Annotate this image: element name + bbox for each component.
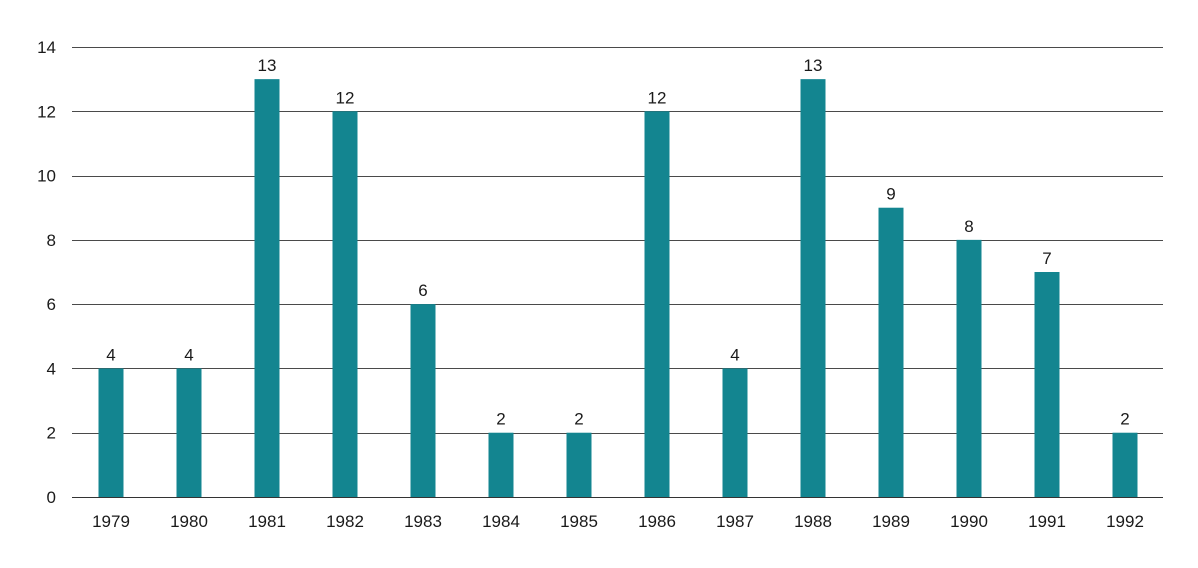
y-tick-label: 6 <box>47 295 56 314</box>
x-tick-label: 1986 <box>638 512 676 531</box>
bar-1991 <box>1034 272 1060 497</box>
gridlines <box>72 47 1163 498</box>
bar-1983 <box>410 304 436 497</box>
x-tick-label: 1989 <box>872 512 910 531</box>
x-tick-label: 1983 <box>404 512 442 531</box>
bar-1989 <box>878 207 904 497</box>
bar-1979 <box>98 368 124 497</box>
data-label-1990: 8 <box>964 217 973 236</box>
data-label-1989: 9 <box>886 185 895 204</box>
y-tick-label: 4 <box>47 359 56 378</box>
x-tick-label: 1984 <box>482 512 520 531</box>
bar-1984 <box>488 432 514 497</box>
bar-1987 <box>722 368 748 497</box>
x-tick-label: 1980 <box>170 512 208 531</box>
data-label-1985: 2 <box>574 410 583 429</box>
data-label-1980: 4 <box>184 345 193 364</box>
bars <box>98 79 1138 498</box>
data-label-1981: 13 <box>258 56 277 75</box>
data-label-1987: 4 <box>730 345 739 364</box>
x-tick-label: 1988 <box>794 512 832 531</box>
bar-1988 <box>800 79 826 498</box>
x-tick-label: 1992 <box>1106 512 1144 531</box>
bar-1982 <box>332 111 358 498</box>
data-label-1984: 2 <box>496 410 505 429</box>
bar-1981 <box>254 79 280 498</box>
data-label-1986: 12 <box>648 88 667 107</box>
x-tick-label: 1979 <box>92 512 130 531</box>
bar-1990 <box>956 239 982 497</box>
data-label-1979: 4 <box>106 345 115 364</box>
y-tick-label: 10 <box>37 167 56 186</box>
x-tick-label: 1991 <box>1028 512 1066 531</box>
x-axis-ticks: 1979 1980 1981 1982 1983 1984 1985 1986 1987 1988… <box>92 512 1144 531</box>
data-label-1988: 13 <box>804 56 823 75</box>
y-tick-label: 2 <box>47 424 56 443</box>
data-label-1982: 12 <box>336 88 355 107</box>
data-label-1991: 7 <box>1042 249 1051 268</box>
data-labels: 4 4 13 12 6 2 2 12 4 13 9 8 7 2 <box>106 56 1129 429</box>
bar-1985 <box>566 432 592 497</box>
y-tick-label: 12 <box>37 102 56 121</box>
x-tick-label: 1987 <box>716 512 754 531</box>
y-tick-label: 14 <box>37 38 56 57</box>
x-tick-label: 1985 <box>560 512 598 531</box>
y-tick-label: 8 <box>47 231 56 250</box>
bar-1980 <box>176 368 202 497</box>
y-axis-ticks: 0 2 4 6 8 10 12 14 <box>37 38 56 507</box>
data-label-1983: 6 <box>418 281 427 300</box>
x-tick-label: 1981 <box>248 512 286 531</box>
bar-1992 <box>1112 432 1138 497</box>
data-label-1992: 2 <box>1120 410 1129 429</box>
x-tick-label: 1982 <box>326 512 364 531</box>
x-tick-label: 1990 <box>950 512 988 531</box>
bar-1986 <box>644 111 670 498</box>
y-tick-label: 0 <box>47 488 56 507</box>
